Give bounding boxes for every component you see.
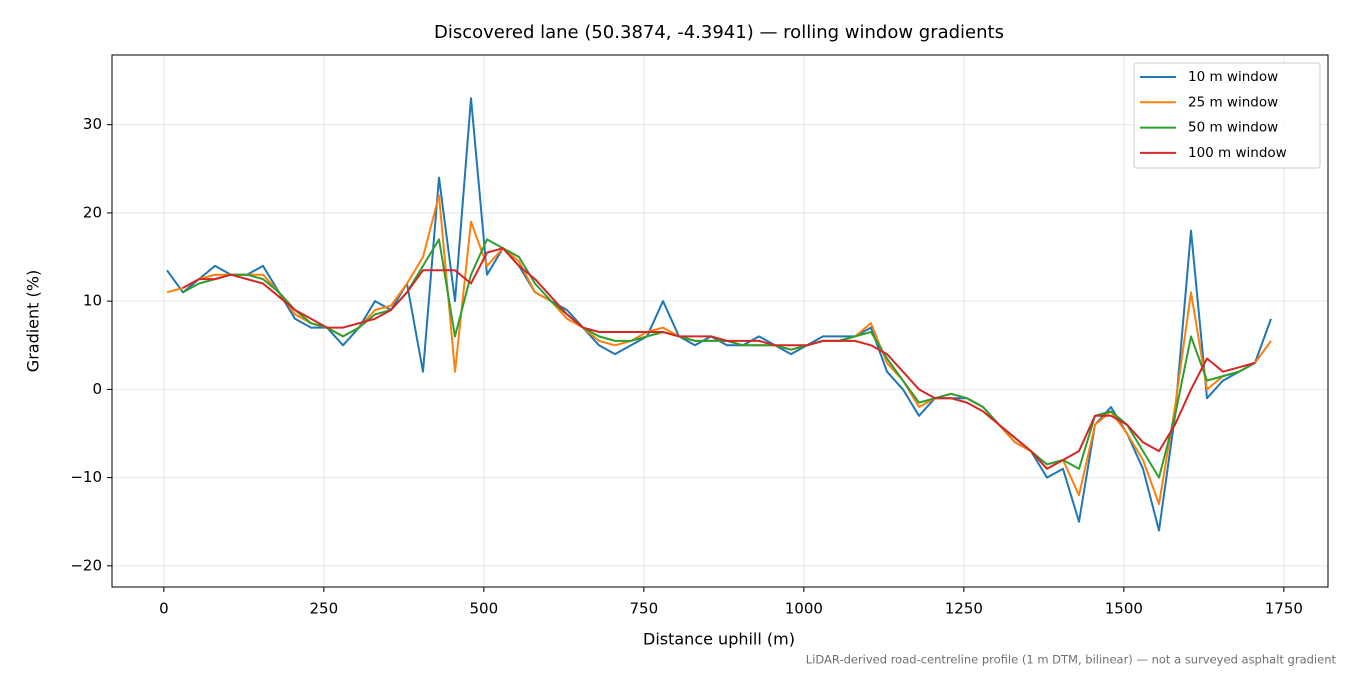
y-tick-label: −10: [70, 468, 102, 486]
y-tick-label: 10: [83, 292, 102, 310]
series-line: [166, 97, 1272, 532]
legend-label: 10 m window: [1188, 69, 1278, 85]
legend-label: 25 m window: [1188, 94, 1278, 110]
y-tick-label: 20: [83, 203, 102, 221]
x-tick-label: 0: [159, 600, 169, 618]
y-tick-label: 0: [92, 380, 102, 398]
series-line: [182, 238, 1256, 479]
legend-label: 100 m window: [1188, 145, 1287, 161]
x-tick-label: 750: [630, 600, 659, 618]
y-axis-label: Gradient (%): [24, 270, 43, 372]
plot-frame: [111, 54, 1329, 588]
chart-title: Discovered lane (50.3874, -4.3941) — rol…: [434, 22, 1004, 43]
x-axis-label: Distance uphill (m): [643, 630, 795, 649]
x-tick-label: 500: [470, 600, 499, 618]
x-tick-label: 250: [310, 600, 339, 618]
legend-label: 50 m window: [1188, 120, 1278, 136]
x-tick-label: 1750: [1265, 600, 1303, 618]
x-tick-label: 1000: [785, 600, 823, 618]
x-tick-label: 1500: [1105, 600, 1143, 618]
legend-box: [1133, 62, 1321, 169]
annotation: LiDAR-derived road-centreline profile (1…: [806, 653, 1337, 667]
series-line: [182, 247, 1256, 470]
y-tick-label: 30: [83, 115, 102, 133]
y-tick-label: −20: [70, 556, 102, 574]
series-line: [166, 194, 1272, 506]
x-tick-label: 1250: [945, 600, 983, 618]
